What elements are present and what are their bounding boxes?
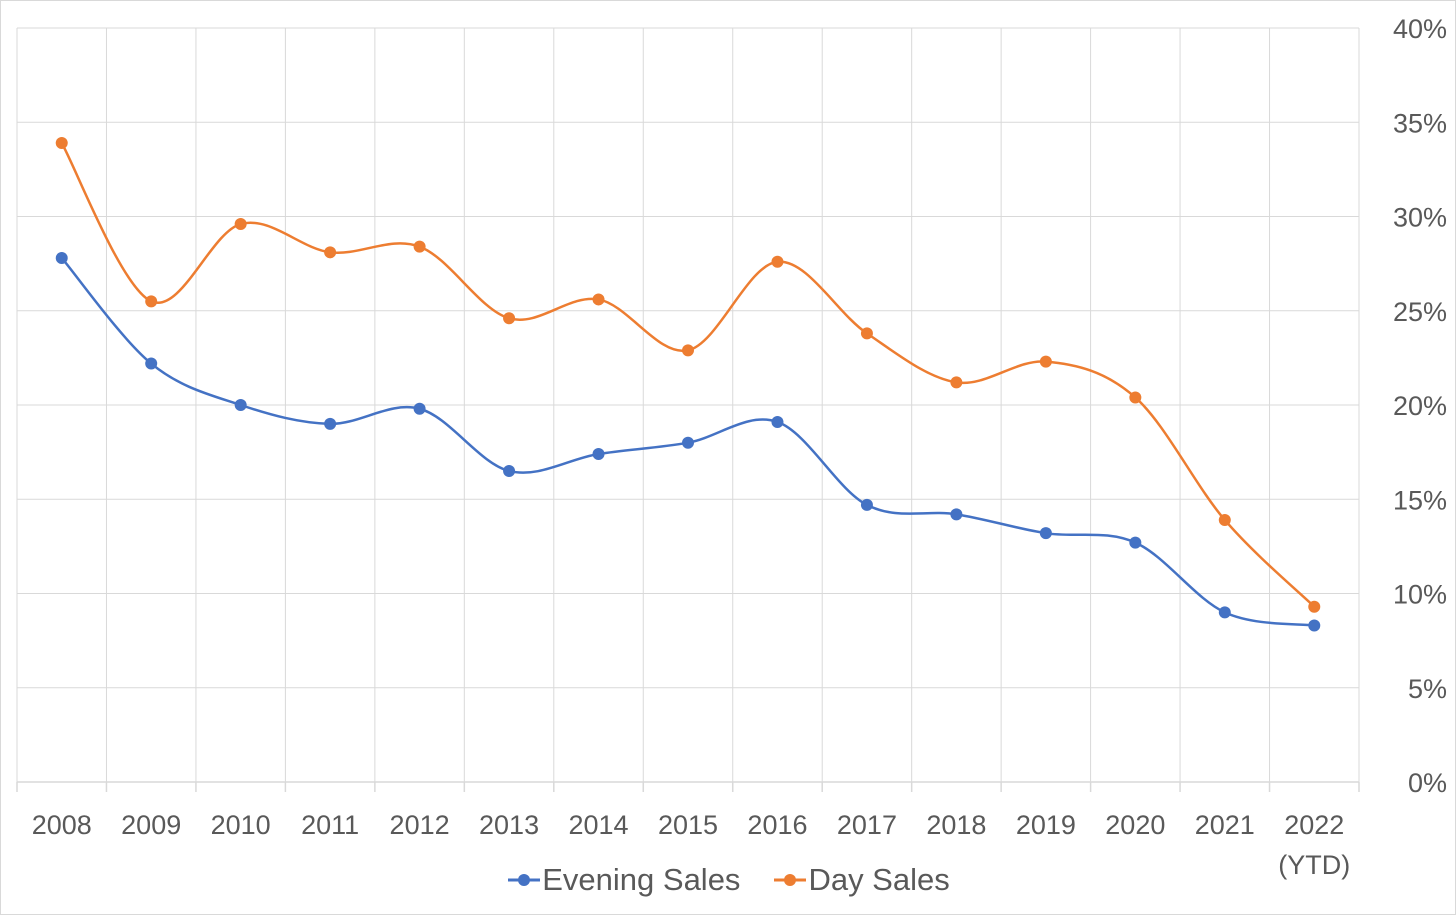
data-point-evening-sales [145,357,158,370]
x-tick-label: 2009 [121,810,181,840]
axes [16,781,1360,792]
y-tick-label: 40% [1393,14,1447,44]
data-point-day-sales [145,295,158,308]
data-point-evening-sales [771,415,784,428]
data-point-evening-sales [682,436,694,449]
legend-marker-day-sales [774,874,807,886]
x-tick-label: 2013 [479,810,539,840]
data-point-evening-sales [503,464,516,477]
x-tick-label: 2022 [1284,810,1344,840]
y-tick-label: 0% [1408,768,1447,798]
x-tick-label: 2015 [658,810,718,840]
legend-item-evening-sales: Evening Sales [508,862,740,898]
data-point-day-sales [682,344,694,357]
data-point-evening-sales [950,508,963,521]
data-point-day-sales [413,240,426,253]
legend-label-day-sales: Day Sales [808,862,950,897]
x-tick-label: 2008 [32,810,92,840]
y-tick-label: 25% [1393,297,1447,327]
x-tick-label: 2018 [926,810,986,840]
y-tick-label: 20% [1393,391,1447,421]
series-group [55,136,1321,632]
data-point-evening-sales [324,417,337,430]
data-point-evening-sales [1308,619,1321,632]
data-point-day-sales [324,246,337,259]
data-point-evening-sales [1218,606,1231,619]
y-tick-label: 10% [1393,580,1447,610]
data-point-evening-sales [592,448,605,461]
legend-item-day-sales: Day Sales [774,862,950,898]
data-point-day-sales [503,312,516,325]
data-point-day-sales [1039,355,1052,368]
data-point-day-sales [771,255,784,268]
x-tick-label: 2014 [568,810,628,840]
gridlines [16,27,1360,782]
x-tick-label: 2012 [390,810,450,840]
x-tick-label: 2021 [1195,810,1255,840]
data-point-evening-sales [1039,527,1052,540]
series-line-day-sales [60,142,1316,608]
x-tick-label: 2019 [1016,810,1076,840]
y-tick-label: 35% [1393,108,1447,138]
data-point-day-sales [1129,391,1142,404]
legend: Evening Sales Day Sales [1,858,1456,902]
data-point-evening-sales [55,251,68,264]
x-tick-label: 2010 [211,810,271,840]
data-point-evening-sales [234,399,247,411]
data-point-day-sales [950,376,963,389]
data-point-day-sales [592,293,605,306]
y-tick-label: 15% [1393,485,1447,515]
x-tick-label: 2020 [1105,810,1165,840]
data-point-day-sales [1218,513,1231,526]
data-point-evening-sales [860,498,873,511]
data-point-evening-sales [1129,536,1142,549]
x-tick-label: 2016 [747,810,807,840]
legend-marker-evening-sales [508,874,541,886]
legend-label-evening-sales: Evening Sales [542,862,741,897]
x-tick-label: 2011 [301,810,359,840]
data-point-day-sales [1308,600,1321,613]
y-tick-label: 5% [1408,674,1447,704]
x-tick-label: 2017 [837,810,897,840]
data-point-evening-sales [413,402,426,415]
data-point-day-sales [234,218,247,231]
data-point-day-sales [55,136,68,149]
tick-labels: 0% 5% 10% 15% 20% 25% 30% 35% 40% 2008 2009 2010 201… [32,14,1447,880]
y-tick-label: 30% [1393,203,1447,233]
x-tick-label: (YTD) [1278,850,1350,880]
data-point-day-sales [860,327,873,340]
